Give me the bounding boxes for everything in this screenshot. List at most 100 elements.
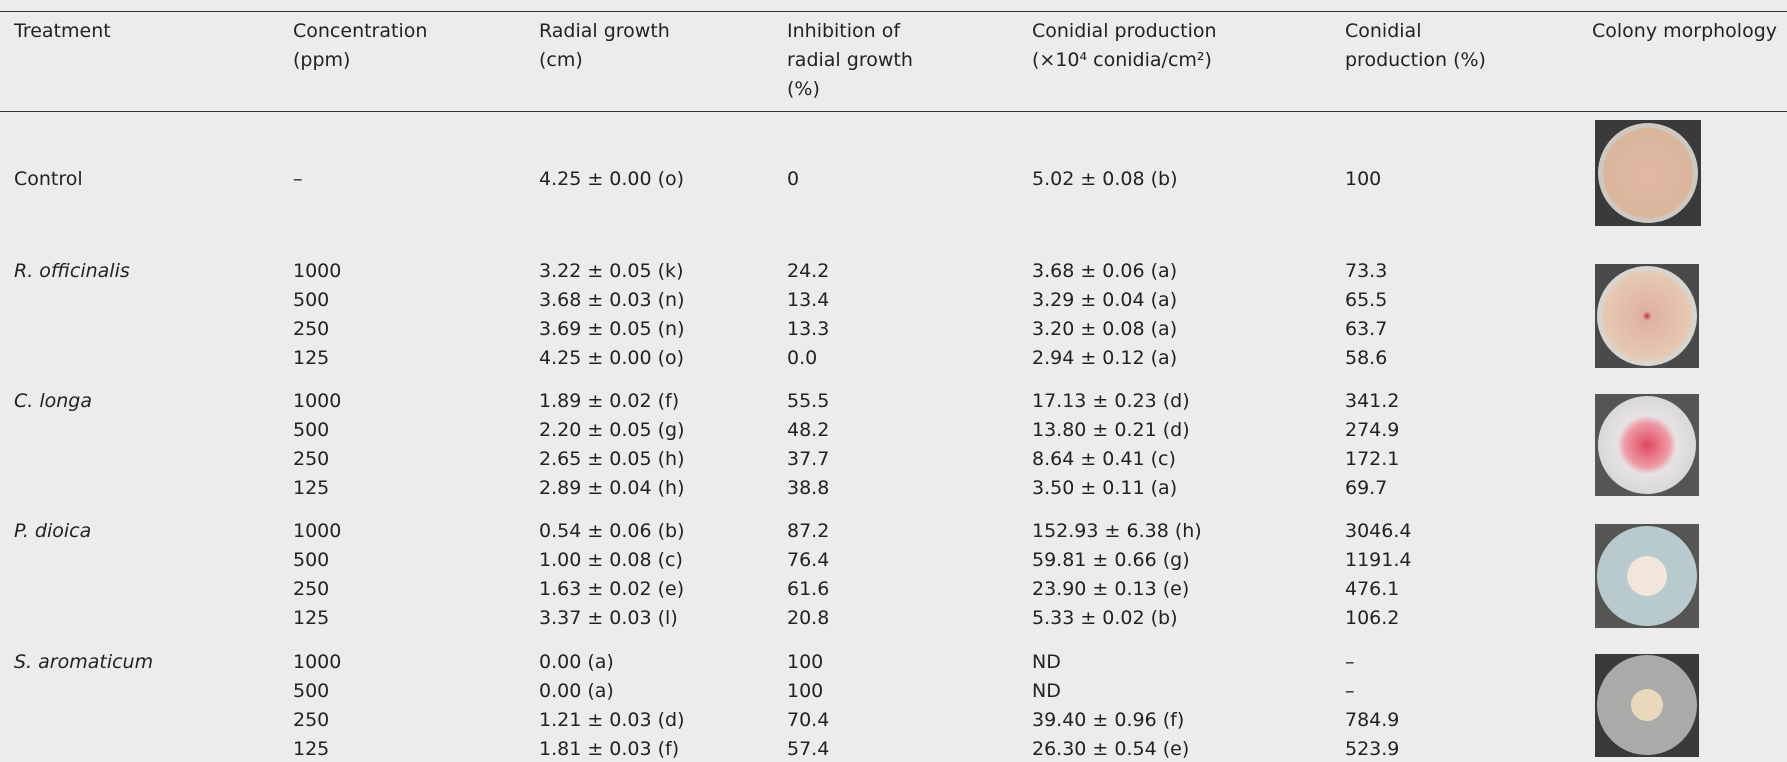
cell-text: 5.33 ± 0.02 (b)	[1032, 607, 1178, 629]
cell-text: 500	[293, 419, 329, 441]
cell-text: 48.2	[787, 419, 829, 441]
header-text: (cm)	[539, 46, 583, 75]
cell-text: 73.3	[1345, 260, 1387, 282]
cell-text: 8.64 ± 0.41 (c)	[1032, 448, 1176, 470]
cell-text: 523.9	[1345, 738, 1399, 760]
cell-text: 2.65 ± 0.05 (h)	[539, 448, 685, 470]
cell-text: 3.37 ± 0.03 (l)	[539, 607, 678, 629]
cell-text: 76.4	[787, 549, 829, 571]
cell-text: 4.25 ± 0.00 (o)	[539, 347, 684, 369]
cell-text: 37.7	[787, 448, 829, 470]
header-text: production (%)	[1345, 46, 1486, 75]
cell-text: 500	[293, 289, 329, 311]
cell-text: 274.9	[1345, 419, 1399, 441]
cell-text: 1.21 ± 0.03 (d)	[539, 709, 685, 731]
treatment: S. aromaticum	[14, 651, 153, 673]
cell-text: 58.6	[1345, 347, 1387, 369]
cell-text: 17.13 ± 0.23 (d)	[1032, 390, 1190, 412]
treatment: Control	[14, 168, 83, 190]
colony-image	[1595, 394, 1699, 496]
cell-text: 26.30 ± 0.54 (e)	[1032, 738, 1189, 760]
treatment: C. longa	[14, 390, 92, 412]
cell-text: 13.80 ± 0.21 (d)	[1032, 419, 1190, 441]
cell-text: 2.89 ± 0.04 (h)	[539, 477, 685, 499]
cell-text: 1000	[293, 390, 341, 412]
header-text: (ppm)	[293, 46, 350, 75]
cell-text: 70.4	[787, 709, 829, 731]
cell-text: 341.2	[1345, 390, 1399, 412]
cell-text: 250	[293, 318, 329, 340]
cell-text: 3.20 ± 0.08 (a)	[1032, 318, 1177, 340]
cell-text: 23.90 ± 0.13 (e)	[1032, 578, 1189, 600]
table-page: TreatmentConcentration(ppm)Radial growth…	[0, 0, 1787, 762]
cell-text: 500	[293, 680, 329, 702]
cell-text: 65.5	[1345, 289, 1387, 311]
header-text: Conidial	[1345, 17, 1421, 46]
cell-text: 1.00 ± 0.08 (c)	[539, 549, 683, 571]
cell-text: 1.89 ± 0.02 (f)	[539, 390, 679, 412]
cell-text: 13.4	[787, 289, 829, 311]
cell-text: 125	[293, 347, 329, 369]
header-text: Radial growth	[539, 17, 670, 46]
cell-text: 250	[293, 709, 329, 731]
header-text: Inhibition of	[787, 17, 900, 46]
colony-image	[1595, 654, 1699, 757]
cell-text: 38.8	[787, 477, 829, 499]
cell-text: 0.00 (a)	[539, 651, 614, 673]
cell-text: 1000	[293, 260, 341, 282]
cell-text: 69.7	[1345, 477, 1387, 499]
cell-text: 87.2	[787, 520, 829, 542]
cell-text: 1000	[293, 651, 341, 673]
header-text: Conidial production	[1032, 17, 1217, 46]
colony-image	[1595, 120, 1701, 226]
cell-text: 3.68 ± 0.06 (a)	[1032, 260, 1177, 282]
cell-text: 1.81 ± 0.03 (f)	[539, 738, 679, 760]
cell-text: 63.7	[1345, 318, 1387, 340]
cell-text: 20.8	[787, 607, 829, 629]
colony-image	[1595, 524, 1699, 628]
cell-text: 57.4	[787, 738, 829, 760]
cell-text: 24.2	[787, 260, 829, 282]
cell-text: 100	[1345, 168, 1381, 190]
cell-text: 3046.4	[1345, 520, 1411, 542]
cell-text: 55.5	[787, 390, 829, 412]
top-rule	[0, 11, 1787, 12]
cell-text: 476.1	[1345, 578, 1399, 600]
cell-text: –	[293, 168, 303, 190]
header-text: Treatment	[14, 17, 111, 46]
header-text: radial growth	[787, 46, 913, 75]
cell-text: ND	[1032, 680, 1061, 702]
cell-text: 3.22 ± 0.05 (k)	[539, 260, 683, 282]
cell-text: 0.0	[787, 347, 817, 369]
cell-text: 500	[293, 549, 329, 571]
cell-text: 125	[293, 477, 329, 499]
cell-text: 100	[787, 651, 823, 673]
header-text: (%)	[787, 75, 820, 104]
cell-text: 3.69 ± 0.05 (n)	[539, 318, 685, 340]
cell-text: 39.40 ± 0.96 (f)	[1032, 709, 1184, 731]
cell-text: 0.54 ± 0.06 (b)	[539, 520, 685, 542]
colony-image	[1595, 264, 1699, 368]
cell-text: 152.93 ± 6.38 (h)	[1032, 520, 1202, 542]
cell-text: –	[1345, 651, 1355, 673]
cell-text: 2.20 ± 0.05 (g)	[539, 419, 685, 441]
cell-text: 0	[787, 168, 799, 190]
cell-text: 61.6	[787, 578, 829, 600]
cell-text: 4.25 ± 0.00 (o)	[539, 168, 684, 190]
cell-text: 3.50 ± 0.11 (a)	[1032, 477, 1177, 499]
cell-text: 172.1	[1345, 448, 1399, 470]
header-rule	[0, 111, 1787, 112]
cell-text: ND	[1032, 651, 1061, 673]
cell-text: 59.81 ± 0.66 (g)	[1032, 549, 1190, 571]
cell-text: 125	[293, 607, 329, 629]
cell-text: 784.9	[1345, 709, 1399, 731]
cell-text: 0.00 (a)	[539, 680, 614, 702]
cell-text: 2.94 ± 0.12 (a)	[1032, 347, 1177, 369]
treatment: P. dioica	[14, 520, 91, 542]
cell-text: 1191.4	[1345, 549, 1411, 571]
cell-text: 3.29 ± 0.04 (a)	[1032, 289, 1177, 311]
cell-text: 250	[293, 578, 329, 600]
cell-text: 106.2	[1345, 607, 1399, 629]
header-text: Colony morphology	[1592, 17, 1777, 46]
cell-text: 13.3	[787, 318, 829, 340]
